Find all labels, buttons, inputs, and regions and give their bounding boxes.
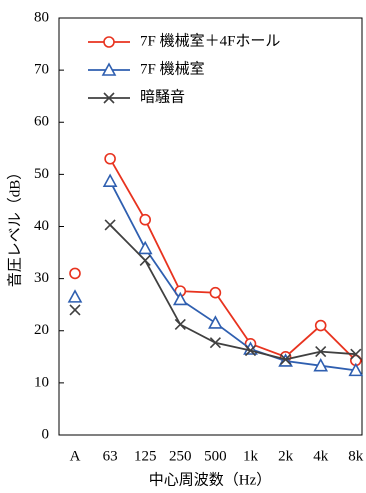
y-tick-label: 50 bbox=[34, 166, 49, 182]
y-tick-label: 20 bbox=[34, 322, 49, 338]
marker bbox=[139, 254, 151, 266]
x-tick-label: 8k bbox=[348, 448, 364, 464]
y-tick-label: 80 bbox=[34, 9, 49, 25]
x-tick-label: 63 bbox=[103, 448, 118, 464]
x-tick-label: A bbox=[70, 448, 81, 464]
marker bbox=[348, 362, 364, 377]
marker bbox=[104, 219, 116, 231]
marker bbox=[350, 348, 362, 360]
x-tick-label: 125 bbox=[134, 448, 157, 464]
x-tick-label: 500 bbox=[204, 448, 227, 464]
marker bbox=[101, 62, 117, 76]
y-tick-label: 40 bbox=[34, 218, 49, 234]
x-axis-label: 中心周波数（Hz） bbox=[149, 471, 272, 488]
marker bbox=[280, 353, 292, 365]
x-tick-label: 1k bbox=[243, 448, 259, 464]
marker bbox=[67, 289, 83, 303]
marker bbox=[137, 240, 153, 255]
series-line bbox=[109, 158, 357, 362]
x-tick-label: 2k bbox=[278, 448, 294, 464]
series-line bbox=[109, 224, 356, 361]
y-tick-label: 10 bbox=[34, 374, 49, 390]
marker bbox=[139, 213, 151, 226]
marker bbox=[102, 173, 118, 187]
marker bbox=[69, 304, 81, 316]
marker bbox=[103, 92, 115, 104]
marker bbox=[244, 344, 257, 357]
marker bbox=[103, 36, 115, 48]
plot-frame bbox=[58, 17, 363, 436]
y-axis-label: 音圧レベル（dB） bbox=[6, 165, 23, 288]
x-tick-label: 4k bbox=[313, 448, 329, 464]
series-line bbox=[109, 180, 356, 372]
y-tick-label: 30 bbox=[34, 270, 49, 286]
marker bbox=[208, 315, 223, 329]
marker bbox=[172, 291, 188, 306]
marker bbox=[104, 152, 116, 165]
legend-label: 7F 機械室＋4Fホール bbox=[140, 32, 280, 49]
y-tick-label: 60 bbox=[34, 114, 49, 130]
y-tick-label: 0 bbox=[42, 426, 50, 442]
marker bbox=[174, 318, 186, 331]
marker bbox=[315, 346, 327, 358]
marker bbox=[314, 319, 327, 332]
marker bbox=[209, 337, 221, 349]
y-tick-label: 70 bbox=[34, 62, 49, 78]
legend-label: 暗騒音 bbox=[140, 88, 185, 105]
marker bbox=[69, 267, 81, 280]
marker bbox=[313, 358, 329, 372]
legend-label: 7F 機械室 bbox=[140, 60, 205, 77]
x-tick-label: 250 bbox=[169, 448, 192, 464]
marker bbox=[209, 286, 222, 299]
